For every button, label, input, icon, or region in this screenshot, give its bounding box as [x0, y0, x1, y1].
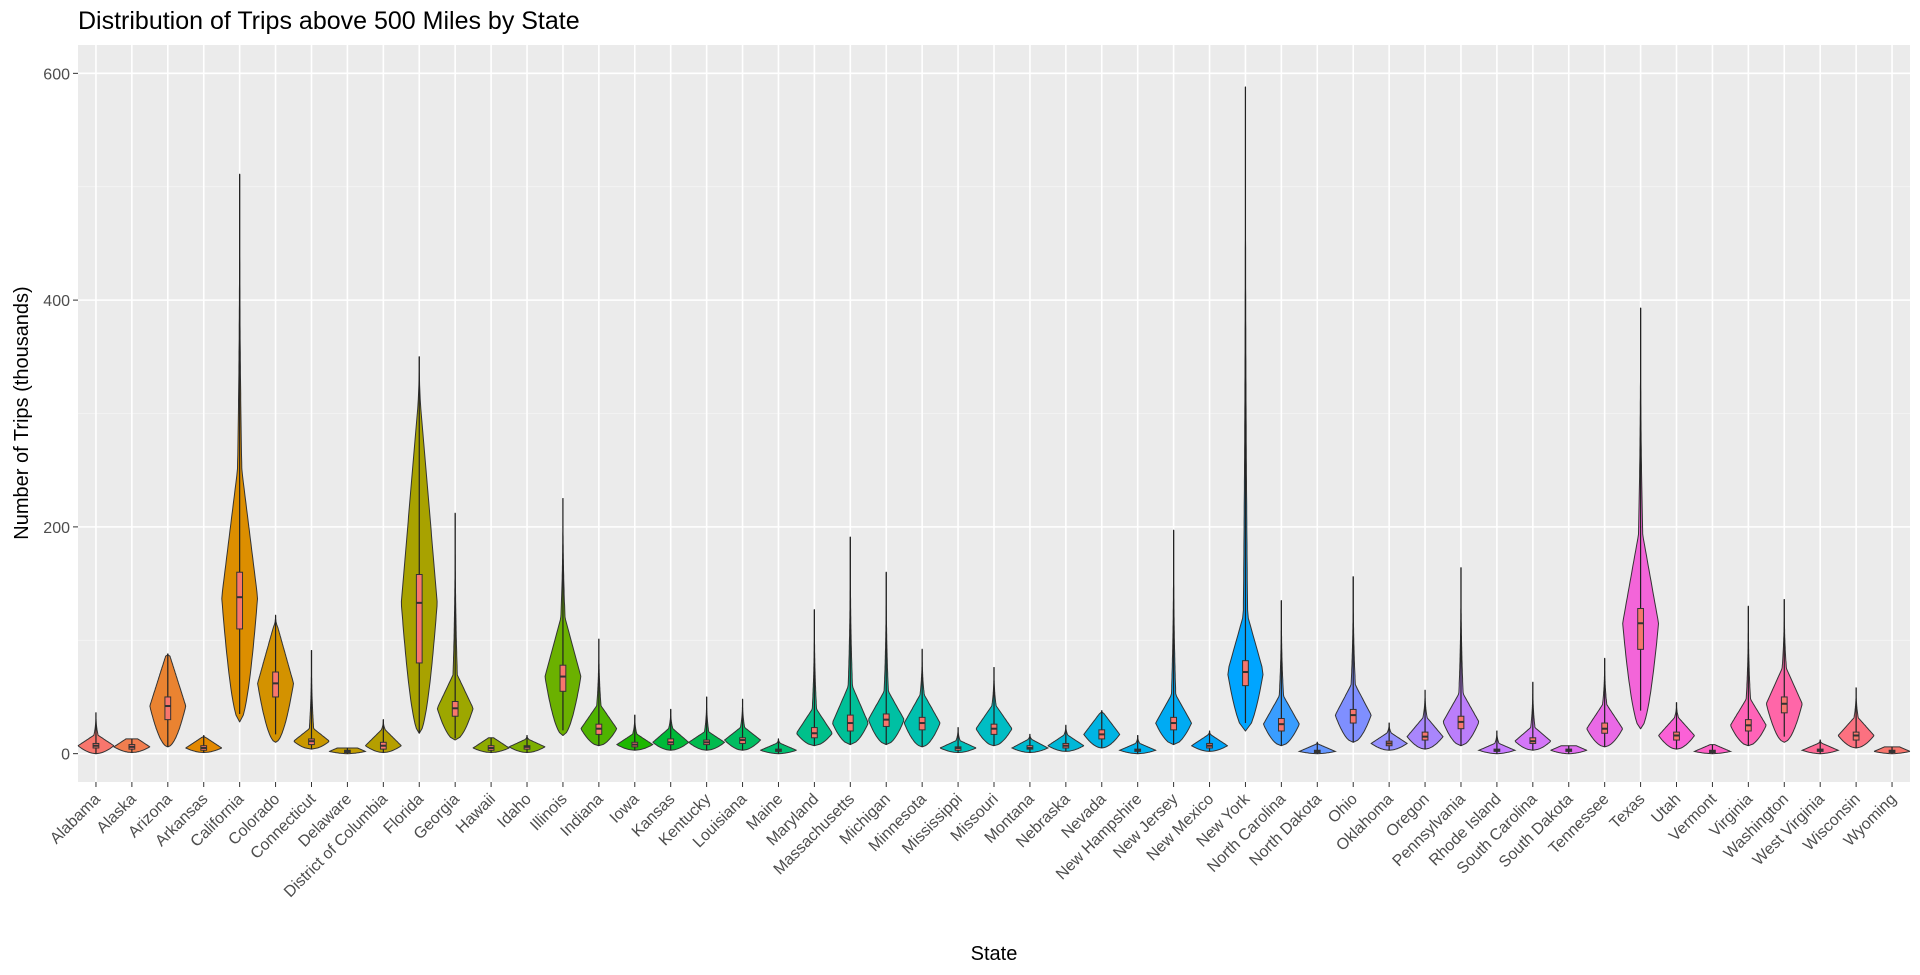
x-tick-label: Alabama: [47, 791, 104, 848]
violin-delaware: [330, 748, 366, 754]
box: [416, 575, 422, 663]
y-tick-label: 600: [43, 66, 70, 83]
box: [273, 672, 279, 697]
x-axis: AlabamaAlaskaArizonaArkansasCaliforniaCo…: [47, 782, 1900, 901]
box: [165, 697, 171, 720]
box: [1350, 709, 1356, 723]
y-axis-title: Number of Trips (thousands): [11, 286, 33, 539]
box: [1781, 697, 1787, 713]
box: [237, 572, 243, 629]
x-tick-label: Texas: [1607, 791, 1649, 833]
x-axis-title: State: [971, 943, 1018, 965]
box: [1638, 609, 1644, 650]
y-axis: 0 200 400 600: [43, 66, 78, 763]
y-tick-label: 0: [61, 747, 70, 764]
y-tick-label: 200: [43, 520, 70, 537]
x-tick-label: Hawaii: [453, 791, 499, 837]
y-tick-label: 400: [43, 293, 70, 310]
box: [560, 665, 566, 691]
box: [1243, 661, 1249, 686]
chart-title: Distribution of Trips above 500 Miles by…: [78, 7, 580, 35]
